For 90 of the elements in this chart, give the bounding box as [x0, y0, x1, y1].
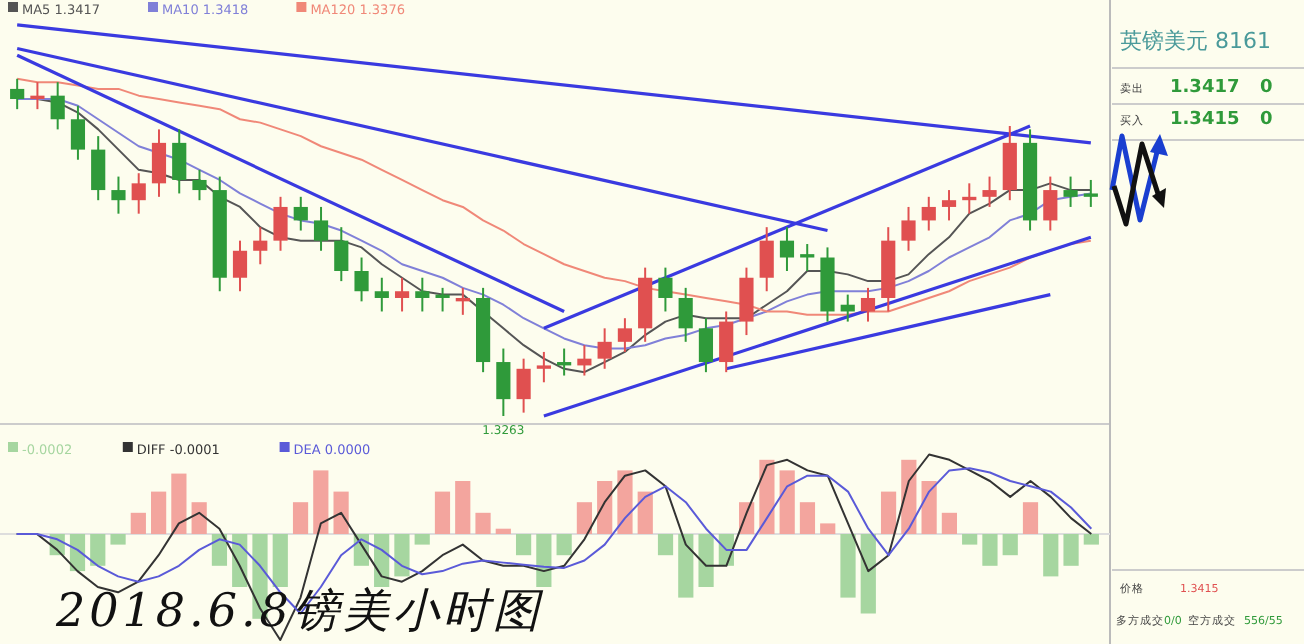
candlestick: [415, 276, 430, 313]
candlestick: [617, 317, 632, 353]
bar: [1043, 534, 1059, 577]
candlestick: [435, 286, 450, 313]
candlestick: [131, 172, 146, 215]
candlestick: [921, 195, 936, 232]
candlestick: [860, 286, 876, 323]
bar: [921, 481, 937, 534]
candlestick: [111, 175, 126, 215]
bar: [860, 534, 876, 614]
candlestick: [759, 226, 774, 293]
candlestick: [536, 350, 551, 384]
bar: [840, 534, 856, 598]
bar: [292, 502, 309, 534]
text: 1.3415: [1170, 110, 1240, 130]
candlestick: [800, 243, 815, 272]
candlestick: [1063, 175, 1078, 208]
candlestick: [597, 327, 612, 370]
bar: [495, 528, 511, 534]
bar: [313, 470, 329, 534]
bar: [1002, 534, 1018, 556]
candlestick: [739, 266, 754, 337]
bar: [515, 534, 532, 556]
candlestick: [698, 317, 714, 374]
candlestick: [1043, 175, 1058, 232]
bar: [657, 534, 674, 556]
candlestick: [313, 205, 329, 252]
bar: [414, 534, 430, 545]
candlestick: [374, 276, 389, 313]
bar: [130, 512, 146, 534]
bar: [272, 534, 288, 587]
candlestick: [70, 104, 86, 161]
text: 0: [1260, 78, 1273, 98]
candlestick: [273, 195, 288, 252]
bar: [576, 502, 593, 534]
bar: [211, 534, 228, 566]
candlestick: [1002, 125, 1017, 202]
candlestick: [941, 189, 957, 222]
bar: [962, 534, 978, 545]
text: 1.3417: [1170, 78, 1240, 98]
bar: [678, 534, 694, 598]
bar: [1022, 502, 1039, 534]
candlestick: [334, 226, 349, 283]
bar: [333, 491, 349, 534]
bar: [475, 512, 491, 534]
candlestick: [678, 286, 693, 343]
candlestick: [658, 266, 673, 313]
candlestick: [394, 276, 410, 313]
candlestick: [293, 195, 308, 232]
candlestick: [253, 226, 268, 266]
bar: [1063, 534, 1079, 566]
candlestick: [1083, 178, 1098, 208]
candlestick: [901, 205, 916, 252]
bar: [779, 470, 795, 534]
bar: [455, 481, 471, 534]
bar: [556, 534, 572, 556]
candlestick: [496, 347, 511, 417]
candlestick: [779, 226, 795, 272]
bar: [110, 534, 126, 545]
bar: [191, 502, 207, 534]
candlestick: [91, 135, 106, 202]
text: 0: [1260, 110, 1273, 130]
candlestick: [516, 357, 531, 414]
bar: [941, 512, 957, 534]
candlestick: [172, 128, 187, 195]
bar: [536, 534, 552, 587]
candlestick: [151, 128, 167, 198]
candlestick: [50, 81, 65, 131]
bar: [394, 534, 410, 577]
bar: [90, 534, 106, 566]
bar: [880, 491, 897, 534]
bar: [698, 534, 714, 587]
bar: [637, 491, 653, 534]
candlestick: [982, 175, 997, 208]
bar: [820, 523, 836, 534]
bar: [1083, 534, 1099, 545]
candlestick: [232, 239, 248, 293]
bar: [617, 470, 633, 534]
text: 英镑美元 8161: [1120, 28, 1271, 54]
bar: [434, 491, 451, 534]
candlestick: [10, 77, 25, 111]
bar: [597, 481, 613, 534]
candlestick: [719, 310, 734, 374]
candlestick: [30, 81, 45, 111]
candlestick: [192, 168, 207, 202]
bar: [171, 473, 187, 534]
bar: [982, 534, 998, 566]
bar: [151, 491, 167, 534]
candlestick: [354, 256, 369, 303]
bar: [799, 502, 816, 534]
